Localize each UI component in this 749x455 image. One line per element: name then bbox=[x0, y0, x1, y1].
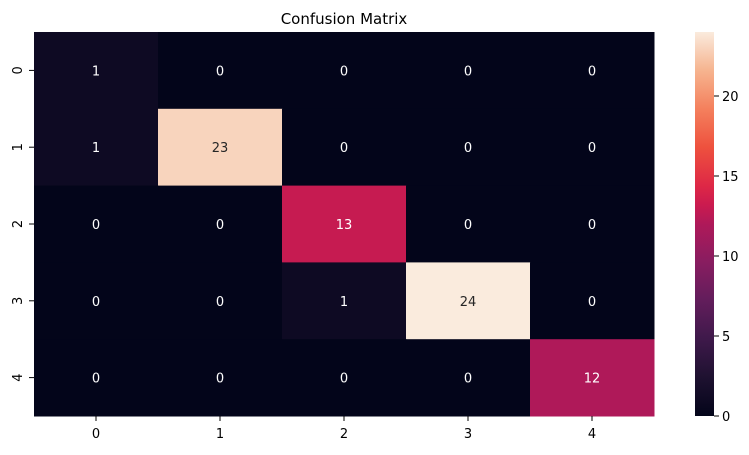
chart-title: Confusion Matrix bbox=[281, 10, 408, 28]
cell-annotation: 0 bbox=[216, 64, 224, 79]
x-axis: 0 1 2 3 4 bbox=[92, 416, 596, 442]
cell-annotation: 0 bbox=[92, 295, 100, 310]
cell-annotation: 0 bbox=[340, 64, 348, 79]
heatmap-cell bbox=[530, 262, 655, 340]
y-tick-label: 4 bbox=[11, 373, 26, 381]
cell-annotation: 0 bbox=[92, 218, 100, 233]
x-tick-label: 0 bbox=[92, 427, 100, 442]
cell-annotation: 12 bbox=[584, 372, 601, 387]
heatmap-cells bbox=[34, 32, 655, 417]
cell-annotation: 1 bbox=[92, 64, 100, 79]
cell-annotation: 0 bbox=[464, 64, 472, 79]
y-axis: 0 1 2 3 4 bbox=[11, 66, 34, 382]
cell-annotation: 1 bbox=[340, 295, 348, 310]
colorbar-tick-label: 10 bbox=[722, 250, 739, 265]
heatmap-cell bbox=[406, 262, 531, 340]
y-tick-label: 1 bbox=[11, 143, 26, 151]
cell-annotation: 0 bbox=[464, 218, 472, 233]
heatmap-cell bbox=[282, 185, 407, 263]
colorbar: 0 5 10 15 20 bbox=[695, 32, 739, 425]
heatmap-cell bbox=[530, 108, 655, 187]
cell-annotation: 0 bbox=[216, 218, 224, 233]
cell-annotation: 0 bbox=[464, 372, 472, 387]
heatmap-cell bbox=[158, 108, 283, 187]
heatmap-cell bbox=[282, 108, 407, 187]
heatmap-cell bbox=[34, 32, 159, 110]
colorbar-tick-label: 0 bbox=[722, 410, 730, 425]
cell-annotation: 0 bbox=[92, 372, 100, 387]
heatmap-cell bbox=[158, 32, 283, 110]
colorbar-tick-label: 20 bbox=[722, 90, 739, 105]
heatmap-cell bbox=[406, 108, 531, 187]
cell-annotation: 0 bbox=[588, 295, 596, 310]
heatmap-cell bbox=[158, 262, 283, 340]
heatmap-cell bbox=[34, 262, 159, 340]
x-tick-label: 3 bbox=[464, 427, 472, 442]
heatmap-cell bbox=[282, 262, 407, 340]
heatmap-cell bbox=[158, 339, 283, 417]
heatmap-cell bbox=[406, 185, 531, 263]
colorbar-tick-label: 5 bbox=[722, 330, 730, 345]
cell-annotation: 0 bbox=[588, 64, 596, 79]
heatmap-cell bbox=[530, 339, 655, 417]
x-tick-label: 4 bbox=[588, 427, 596, 442]
heatmap-cell bbox=[282, 339, 407, 417]
heatmap-cell bbox=[406, 32, 531, 110]
colorbar-tick-label: 15 bbox=[722, 170, 739, 185]
heatmap-cell bbox=[158, 185, 283, 263]
cell-annotation: 0 bbox=[588, 218, 596, 233]
heatmap-cell bbox=[530, 32, 655, 110]
y-tick-label: 2 bbox=[11, 220, 26, 228]
cell-annotation: 0 bbox=[340, 372, 348, 387]
cell-annotation: 0 bbox=[216, 295, 224, 310]
y-tick-label: 3 bbox=[11, 297, 26, 305]
cell-annotation: 0 bbox=[464, 141, 472, 156]
cell-annotation: 0 bbox=[340, 141, 348, 156]
cell-annotation: 13 bbox=[336, 218, 353, 233]
heatmap-cell bbox=[34, 108, 159, 187]
cell-annotation: 23 bbox=[212, 141, 229, 156]
cell-annotation: 0 bbox=[588, 141, 596, 156]
heatmap-cell bbox=[34, 185, 159, 263]
cell-annotation: 0 bbox=[216, 372, 224, 387]
heatmap-cell bbox=[530, 185, 655, 263]
y-tick-label: 0 bbox=[11, 66, 26, 74]
colorbar-gradient bbox=[695, 32, 714, 416]
heatmap-cell bbox=[282, 32, 407, 110]
x-tick-label: 1 bbox=[216, 427, 224, 442]
heatmap-cell bbox=[34, 339, 159, 417]
cell-annotation: 24 bbox=[460, 295, 477, 310]
heatmap-cell bbox=[406, 339, 531, 417]
cell-annotations: 1 0 0 0 0 1 23 0 0 0 0 0 13 0 0 0 0 1 24 0 0 0 0 0 12 bbox=[92, 64, 600, 386]
cell-annotation: 1 bbox=[92, 141, 100, 156]
x-tick-label: 2 bbox=[340, 427, 348, 442]
